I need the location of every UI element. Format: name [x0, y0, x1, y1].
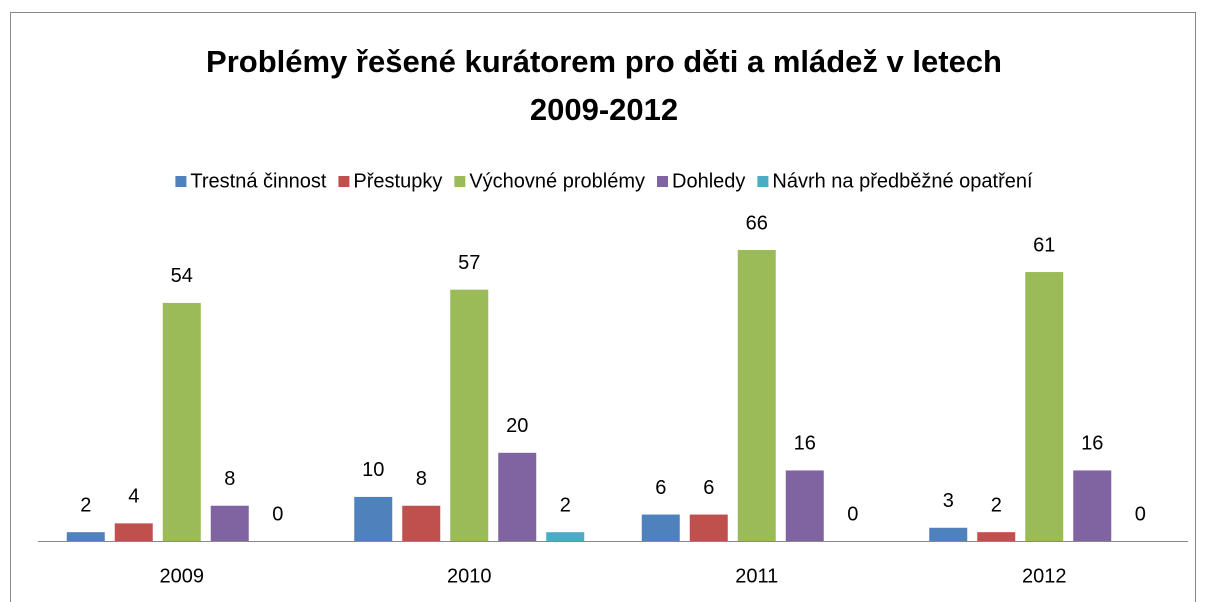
bar [689, 514, 728, 541]
bar [498, 452, 537, 541]
bar [1025, 272, 1064, 541]
data-label: 16 [794, 433, 816, 455]
legend-swatch [338, 176, 350, 187]
data-label: 8 [416, 468, 427, 490]
data-label: 6 [655, 477, 666, 499]
data-label: 8 [224, 468, 235, 490]
x-tick-label: 2012 [1022, 565, 1067, 587]
chart-border [10, 12, 1196, 602]
bar [929, 527, 968, 541]
chart-title: Problémy řešené kurátorem pro děti a mlá… [206, 44, 1002, 127]
legend-swatch [757, 176, 769, 187]
legend-label: Dohledy [672, 170, 745, 192]
data-label: 54 [171, 265, 193, 287]
data-label: 66 [746, 212, 768, 234]
bar [737, 250, 776, 541]
data-label: 2 [80, 494, 91, 516]
legend-label: Trestná činnost [190, 170, 326, 192]
data-label: 61 [1033, 234, 1055, 256]
x-tick-label: 2009 [160, 565, 205, 587]
bar [66, 532, 105, 541]
bar [546, 532, 585, 541]
data-label: 0 [272, 503, 283, 525]
bar [402, 505, 441, 541]
legend-swatch [175, 176, 187, 187]
data-label: 20 [506, 415, 528, 437]
bar [354, 496, 393, 541]
bar [162, 302, 201, 541]
data-label: 4 [128, 486, 139, 508]
bar [977, 532, 1016, 541]
legend-swatch [657, 176, 669, 187]
x-tick-label: 2011 [735, 565, 778, 587]
bar [210, 505, 249, 541]
bar [450, 289, 489, 541]
data-label: 3 [943, 490, 954, 512]
bar [785, 470, 824, 541]
data-label: 0 [847, 503, 858, 525]
data-label: 16 [1081, 433, 1103, 455]
legend-swatch [454, 176, 466, 187]
data-label: 57 [458, 252, 480, 274]
bar [1073, 470, 1112, 541]
bar [114, 523, 153, 541]
data-label: 10 [362, 459, 384, 481]
data-label: 0 [1135, 503, 1146, 525]
data-label: 2 [560, 494, 571, 516]
legend-label: Návrh na předběžné opatření [772, 170, 1033, 192]
data-label: 2 [991, 494, 1002, 516]
legend-label: Výchovné problémy [469, 170, 645, 192]
data-label: 6 [703, 477, 714, 499]
x-tick-label: 2010 [447, 565, 492, 587]
bar [641, 514, 680, 541]
legend-label: Přestupky [353, 170, 442, 192]
